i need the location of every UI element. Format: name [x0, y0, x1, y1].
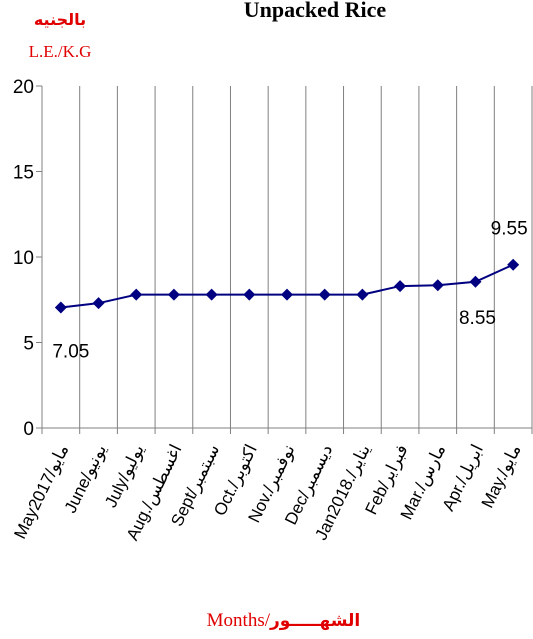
y-tick-label: 10 [13, 248, 34, 269]
data-point [205, 288, 218, 301]
axes [36, 85, 533, 434]
x-axis-label-arabic: الشهـــــور [269, 611, 360, 631]
data-label: 8.55 [459, 308, 496, 329]
y-tick-label: 0 [23, 419, 34, 440]
data-point [54, 301, 67, 314]
y-tick-labels: 0 5 10 15 20 [13, 77, 34, 440]
y-unit-arabic: بالجنيه [34, 10, 86, 29]
data-label: 7.05 [52, 341, 89, 362]
grid-lines [79, 86, 533, 428]
data-point [167, 288, 180, 301]
data-label: 9.55 [491, 219, 528, 240]
y-tick-label: 20 [13, 77, 34, 98]
series-line [54, 258, 520, 314]
data-point [356, 288, 369, 301]
data-point [130, 288, 143, 301]
data-point [507, 258, 520, 271]
data-point [394, 280, 407, 293]
y-tick-label: 15 [13, 163, 34, 184]
y-tick-label: 5 [23, 334, 34, 355]
x-axis-label: Months/ [207, 610, 271, 631]
data-labels: 7.05 8.55 9.55 [52, 219, 527, 363]
x-axis-title: Months/ [207, 610, 271, 631]
data-point [92, 297, 105, 310]
series-line-path [60, 263, 514, 309]
data-point [469, 275, 482, 288]
data-point [431, 279, 444, 292]
x-tick-labels: May2017/مايوJune/يونيوJuly/يوليوAug./اغس… [10, 441, 525, 544]
x-tick-label: May2017/مايو [10, 441, 73, 542]
data-point [243, 288, 256, 301]
y-unit: L.E./K.G [29, 42, 92, 61]
data-point [318, 288, 331, 301]
chart-title: Unpacked Rice [244, 0, 387, 22]
data-point [281, 288, 293, 301]
